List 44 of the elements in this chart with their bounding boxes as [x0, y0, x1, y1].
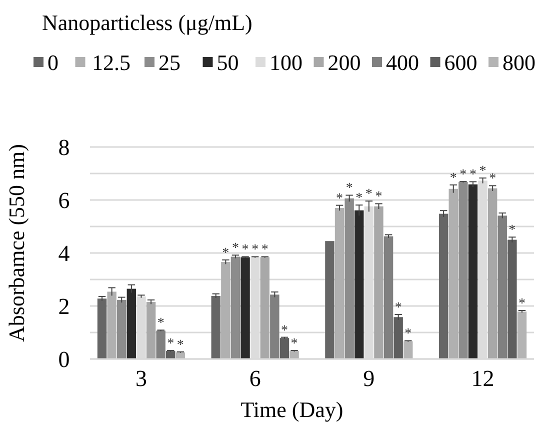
y-tick-label: 4 [58, 241, 70, 266]
data-label: * [290, 336, 298, 352]
legend-label: 600 [444, 50, 478, 75]
legend-title: Nanoparticless (μg/mL) [42, 10, 252, 35]
data-label: * [222, 246, 230, 261]
data-label: * [167, 336, 174, 352]
legend-label: 50 [216, 50, 239, 75]
data-label: * [450, 170, 457, 186]
x-tick-label: 3 [135, 366, 147, 391]
legend-label: 25 [158, 50, 180, 75]
data-label: * [518, 296, 526, 312]
y-tick-label: 2 [58, 294, 70, 320]
data-label: * [469, 168, 476, 183]
data-label: * [375, 190, 382, 205]
data-label: * [157, 316, 164, 332]
legend-label: 12.5 [92, 50, 130, 75]
legend-label: 200 [328, 50, 361, 75]
data-label: * [460, 167, 467, 182]
y-tick-label: 6 [58, 188, 70, 214]
data-label: * [280, 323, 288, 338]
y-tick-label: 0 [58, 347, 70, 372]
data-label: * [346, 181, 353, 196]
data-label: * [365, 187, 372, 202]
data-label: * [489, 172, 496, 187]
data-label: * [232, 241, 239, 256]
data-label: * [261, 242, 268, 258]
x-tick-label: 9 [363, 366, 375, 391]
data-label: * [242, 242, 249, 258]
data-label: * [404, 326, 412, 342]
data-label: * [479, 164, 486, 180]
legend-label: 400 [386, 50, 419, 75]
legend-label: 800 [502, 50, 536, 75]
data-label: * [252, 242, 259, 258]
x-tick-label: 12 [471, 366, 494, 391]
data-label: * [394, 300, 402, 316]
legend-label: 100 [270, 50, 302, 75]
data-label: * [336, 191, 344, 206]
data-label: * [356, 191, 363, 206]
data-label: * [508, 223, 516, 238]
y-axis-title: Absorbamce (550 nm) [4, 144, 29, 342]
x-tick-label: 6 [249, 366, 261, 391]
data-label: * [176, 338, 184, 353]
x-axis-title: Time (Day) [240, 397, 344, 422]
y-tick-label: 8 [58, 135, 70, 160]
